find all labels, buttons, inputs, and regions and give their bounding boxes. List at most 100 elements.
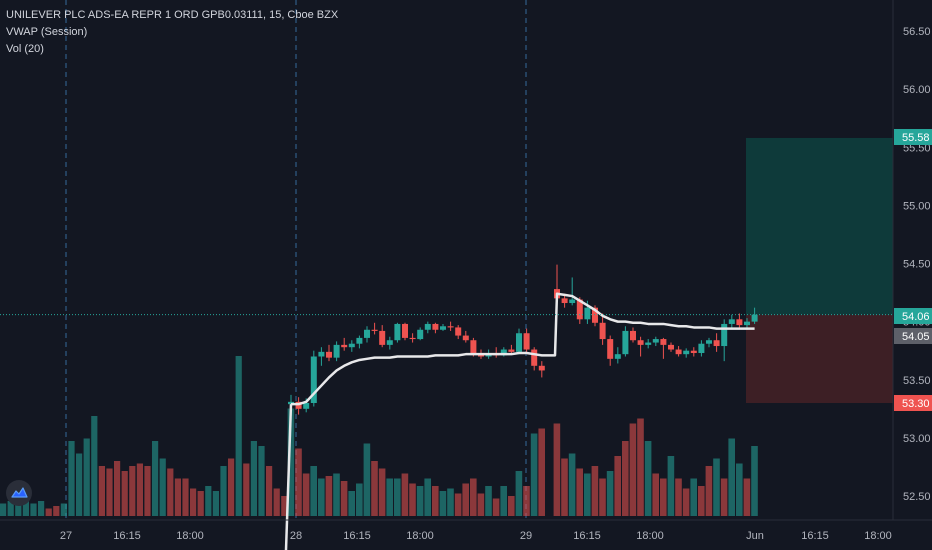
volume-bar <box>485 486 492 516</box>
price-axis-tick: 55.50 <box>903 142 931 154</box>
candle-body <box>751 314 758 322</box>
time-axis-tick: 18:00 <box>406 530 434 542</box>
volume-bar <box>690 478 697 516</box>
candle-body <box>660 339 667 345</box>
candle-body <box>402 323 408 338</box>
volume-bar <box>394 478 401 516</box>
candle-body <box>698 343 705 354</box>
candle-body <box>592 307 598 323</box>
time-axis-tick: 18:00 <box>176 530 204 542</box>
time-axis-tick: Jun <box>746 530 764 542</box>
volume-bar <box>258 446 265 516</box>
volume-bar <box>409 483 416 516</box>
candle-body <box>333 344 340 358</box>
candle-body <box>538 365 545 371</box>
volume-bar <box>439 491 447 516</box>
candle-body <box>424 323 431 330</box>
volume-bar <box>363 443 371 516</box>
volume-bar <box>576 468 583 516</box>
volume-bar <box>205 486 212 516</box>
volume-bar <box>129 466 136 516</box>
volume-bar <box>538 428 545 516</box>
volume-bar <box>136 463 143 516</box>
volume-bar <box>250 441 257 516</box>
volume-bar <box>470 478 477 516</box>
volume-bar <box>197 491 204 516</box>
volume-bar <box>386 478 393 516</box>
volume-bar <box>523 486 530 516</box>
volume-bar <box>378 468 386 516</box>
candle-body <box>630 330 636 341</box>
candle-body <box>675 349 682 355</box>
volume-bar <box>515 471 523 516</box>
volume-bar <box>144 466 151 516</box>
volume-bar <box>371 461 378 516</box>
volume-bar <box>340 481 348 516</box>
candle-body <box>584 307 591 320</box>
volume-bar <box>462 483 469 516</box>
vwap-line <box>291 292 755 406</box>
tradingview-logo-icon[interactable] <box>6 480 32 506</box>
volume-bar <box>38 501 45 516</box>
volume-bar <box>333 473 340 516</box>
vwap-line-open <box>284 404 293 550</box>
price-axis-tick: 53.00 <box>903 433 931 445</box>
time-axis-tick: 18:00 <box>864 530 892 542</box>
chart-legend: UNILEVER PLC ADS-EA REPR 1 ORD GPB0.0311… <box>6 7 338 58</box>
candle-body <box>432 323 439 330</box>
volume-bar <box>281 496 288 516</box>
volume-bar <box>302 473 310 516</box>
volume-bar <box>235 356 242 516</box>
time-axis-tick: 29 <box>520 530 532 542</box>
volume-bar <box>667 456 675 516</box>
candle-body <box>455 327 462 336</box>
volume-bar <box>492 498 500 516</box>
candle-body <box>303 403 310 409</box>
time-axis-tick: 16:15 <box>573 530 601 542</box>
candle-body <box>728 319 735 324</box>
price-axis-tick: 56.50 <box>903 26 931 38</box>
volume-bar <box>53 506 60 516</box>
volume-bar <box>424 478 431 516</box>
price-label-vwap-text: 54.05 <box>902 331 930 343</box>
volume-indicator-label[interactable]: Vol (20) <box>6 43 44 55</box>
volume-bar <box>561 458 568 516</box>
candle-body <box>462 335 469 341</box>
volume-bar <box>310 466 317 516</box>
volume-bar <box>614 456 621 516</box>
candle-body <box>576 299 583 320</box>
candle-body <box>417 329 424 340</box>
volume-bar <box>660 478 667 516</box>
candle-body <box>561 298 568 304</box>
candle-body <box>683 350 690 355</box>
volume-bar <box>174 478 181 516</box>
price-label-stop <box>894 395 932 411</box>
price-axis-tick: 52.50 <box>903 491 931 503</box>
volume-bar <box>91 416 98 516</box>
candle-body <box>668 344 674 350</box>
candle-body <box>310 356 317 403</box>
volume-bar <box>287 408 295 516</box>
volume-bar <box>751 446 758 516</box>
volume-bar <box>15 503 22 516</box>
candle-body <box>364 329 370 338</box>
volume-bar <box>45 508 52 516</box>
candle-body <box>409 337 416 340</box>
volume-bar <box>705 466 713 516</box>
volume-bar <box>743 478 751 516</box>
candle-body <box>500 349 507 356</box>
volume-bar <box>167 468 174 516</box>
vwap-indicator-label[interactable]: VWAP (Session) <box>6 26 88 38</box>
candle-body <box>637 340 644 345</box>
volume-bar <box>720 478 728 516</box>
candle-body <box>736 319 743 326</box>
volume-bar <box>190 488 197 516</box>
candle-body <box>470 340 477 355</box>
volume-bar <box>243 463 250 516</box>
candle-body <box>379 330 386 345</box>
candle-body <box>706 340 712 344</box>
symbol-title[interactable]: UNILEVER PLC ADS-EA REPR 1 ORD GPB0.0311… <box>6 9 339 21</box>
time-axis-tick: 27 <box>60 530 72 542</box>
candle-body <box>614 354 621 359</box>
